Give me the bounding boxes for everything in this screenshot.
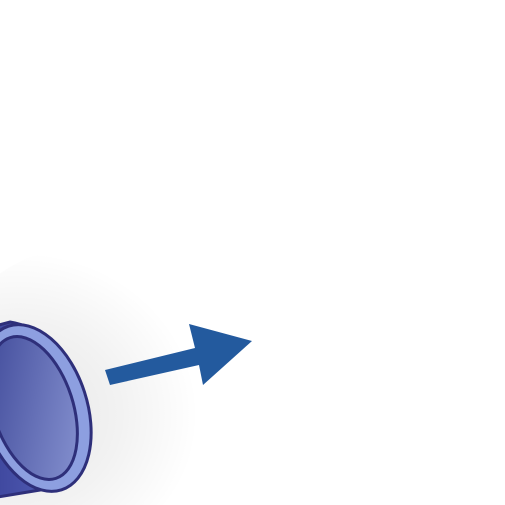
- arrow: [105, 324, 252, 385]
- arrow-shape: [105, 324, 252, 385]
- tube-opening: [0, 335, 79, 481]
- tube: [0, 320, 93, 499]
